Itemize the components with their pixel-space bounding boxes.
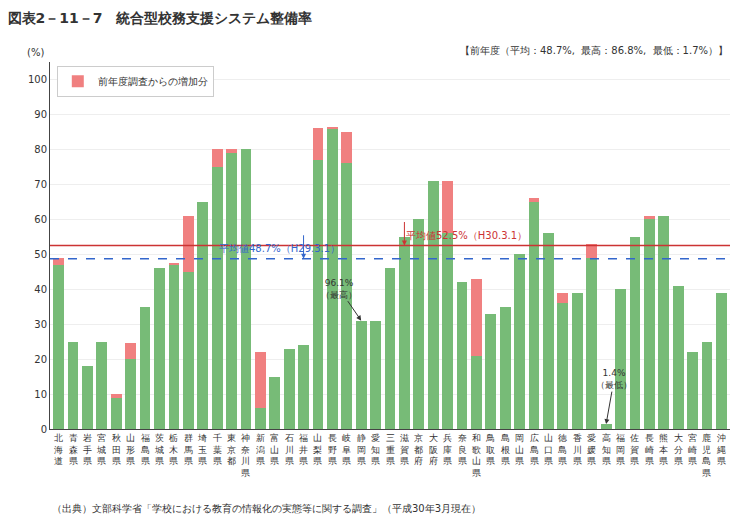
svg-text:広島県: 広島県: [530, 433, 539, 466]
svg-text:滋賀県: 滋賀県: [400, 433, 409, 466]
svg-text:80: 80: [34, 144, 47, 155]
svg-text:和歌山県: 和歌山県: [472, 433, 481, 478]
svg-text:静岡県: 静岡県: [357, 433, 366, 466]
svg-text:栃木県: 栃木県: [169, 433, 178, 466]
svg-text:20: 20: [34, 354, 47, 365]
svg-text:（出典）文部科学省「学校における教育の情報化の実態等に関する: （出典）文部科学省「学校における教育の情報化の実態等に関する調査」（平成30年3…: [52, 503, 481, 514]
svg-text:【前年度（平均：48.7%, 最高：86.8%, 最低：: 【前年度（平均：48.7%, 最高：86.8%, 最低：1.7%）】: [460, 45, 728, 56]
svg-text:60: 60: [34, 214, 47, 225]
svg-text:50: 50: [34, 249, 47, 260]
svg-text:石川県: 石川県: [285, 433, 294, 466]
svg-text:東京都: 東京都: [227, 433, 236, 466]
svg-text:山梨県: 山梨県: [313, 433, 322, 466]
svg-text:宮城県: 宮城県: [96, 433, 106, 466]
svg-text:30: 30: [34, 319, 47, 330]
svg-text:島根県: 島根県: [501, 433, 510, 466]
svg-text:10: 10: [34, 389, 47, 400]
svg-text:新潟県: 新潟県: [256, 433, 265, 466]
svg-text:宮崎県: 宮崎県: [688, 433, 697, 466]
svg-text:福井県: 福井県: [299, 433, 308, 466]
svg-text:埼玉県: 埼玉県: [197, 433, 207, 466]
svg-text:岡山県: 岡山県: [515, 433, 524, 466]
svg-text:佐賀県: 佐賀県: [630, 433, 639, 466]
svg-text:京都府: 京都府: [414, 433, 423, 466]
svg-text:山口県: 山口県: [544, 433, 553, 466]
svg-text:長野県: 長野県: [328, 433, 337, 466]
svg-text:群馬県: 群馬県: [183, 433, 193, 466]
svg-text:高知県: 高知県: [602, 433, 611, 466]
svg-text:前年度調査からの増加分: 前年度調査からの増加分: [98, 76, 208, 87]
svg-text:福岡県: 福岡県: [616, 433, 625, 466]
svg-text:奈良県: 奈良県: [458, 433, 467, 466]
svg-text:香川県: 香川県: [573, 433, 582, 466]
svg-text:鳥取県: 鳥取県: [485, 433, 495, 466]
svg-text:(%): (%): [27, 47, 44, 58]
svg-text:富山県: 富山県: [270, 433, 279, 466]
svg-text:愛知県: 愛知県: [371, 433, 380, 466]
svg-text:大分県: 大分県: [674, 433, 683, 466]
svg-text:1.4%（最低）: 1.4%（最低）: [596, 368, 632, 390]
svg-text:熊本県: 熊本県: [659, 433, 668, 466]
svg-text:青森県: 青森県: [69, 433, 78, 466]
svg-text:北海道: 北海道: [54, 433, 63, 466]
svg-text:神奈川県: 神奈川県: [241, 433, 250, 478]
svg-text:平均値48.7%（H29.3.1）: 平均値48.7%（H29.3.1）: [219, 243, 340, 254]
svg-text:70: 70: [34, 179, 47, 190]
svg-text:100: 100: [28, 74, 47, 85]
svg-text:福島県: 福島県: [141, 433, 150, 466]
svg-text:茨城県: 茨城県: [154, 433, 164, 466]
svg-text:90: 90: [34, 109, 47, 120]
svg-text:山形県: 山形県: [126, 433, 135, 466]
svg-text:40: 40: [34, 284, 47, 295]
svg-text:鹿児島県: 鹿児島県: [702, 433, 711, 478]
svg-text:岐阜県: 岐阜県: [342, 433, 351, 466]
svg-text:千葉県: 千葉県: [213, 433, 222, 466]
svg-text:0: 0: [41, 424, 47, 435]
svg-text:三重県: 三重県: [386, 433, 395, 466]
svg-text:兵庫県: 兵庫県: [443, 433, 452, 466]
svg-text:愛媛県: 愛媛県: [587, 433, 596, 466]
svg-text:長崎県: 長崎県: [645, 433, 654, 466]
svg-text:秋田県: 秋田県: [112, 433, 121, 466]
svg-text:沖縄県: 沖縄県: [716, 433, 726, 466]
svg-text:96.1%（最高）: 96.1%（最高）: [321, 278, 357, 300]
svg-text:平均値52.5%（H30.3.1）: 平均値52.5%（H30.3.1）: [406, 230, 527, 241]
svg-text:徳島県: 徳島県: [558, 433, 567, 466]
svg-text:大阪府: 大阪府: [429, 433, 438, 466]
svg-text:岩手県: 岩手県: [83, 433, 92, 466]
svg-text:図表2－11－7 統合型校務支援システム整備率: 図表2－11－7 統合型校務支援システム整備率: [8, 10, 313, 26]
